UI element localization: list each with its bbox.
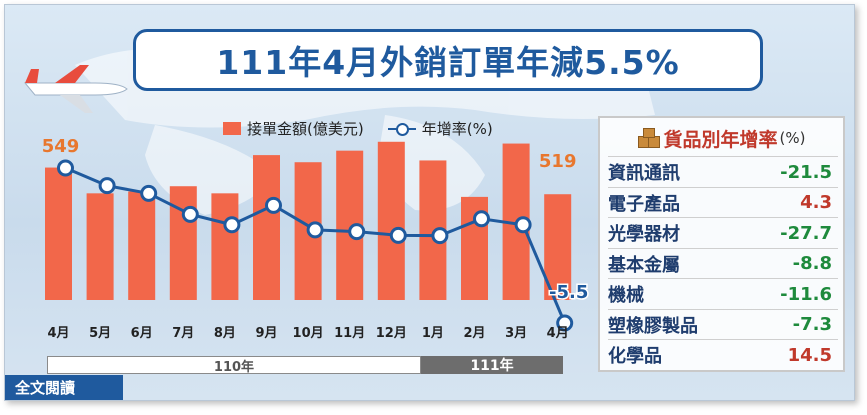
bar-4 — [211, 193, 239, 300]
rate-point-12 — [556, 314, 574, 332]
category-row: 光學器材 -27.7 — [608, 217, 838, 248]
bar-labels-layer: 549 519 — [42, 136, 577, 172]
rate-point-11 — [514, 216, 532, 234]
panel-title-unit: (%) — [779, 129, 806, 147]
legend-bar-label: 接單金額(億美元) — [247, 120, 364, 138]
bar-2 — [128, 191, 156, 300]
year-bar: 110年 111年 — [47, 356, 563, 375]
category-value: 14.5 — [787, 344, 832, 366]
bar-8 — [377, 141, 405, 300]
category-value: -7.3 — [792, 314, 832, 335]
title-banner: 111年4月外銷訂單年減5.5% — [133, 29, 763, 91]
category-value: -11.6 — [780, 283, 832, 305]
rate-point-3 — [181, 205, 199, 223]
legend-line-swatch — [387, 122, 416, 136]
bar-value-label-last: 519 — [539, 151, 577, 172]
rate-point-10 — [473, 210, 490, 228]
boxes-icon — [637, 128, 660, 148]
rate-point-6 — [306, 221, 324, 239]
category-name: 電子產品 — [608, 193, 680, 215]
category-name: 塑橡膠製品 — [608, 315, 698, 337]
chart-legend: 接單金額(億美元) 年增率(%) — [223, 118, 493, 139]
line-layer: -5.5 — [57, 159, 590, 332]
page-title: 111年4月外銷訂單年減5.5% — [216, 43, 680, 82]
x-tick-label: 4月 — [547, 326, 569, 341]
x-tick-label: 4月 — [47, 326, 69, 341]
category-value: 4.3 — [800, 192, 832, 213]
rate-point-4 — [223, 216, 241, 234]
bar-0 — [45, 167, 72, 300]
rate-point-9 — [431, 227, 449, 245]
category-name: 光學器材 — [608, 224, 680, 245]
x-axis-labels: 4月 5月 6月 7月 8月 9月 10月 11月 12月 1月 2月 3月 4月 — [47, 326, 568, 341]
category-row: 資訊通訊 -21.5 — [608, 156, 838, 187]
year-label-111: 111年 — [421, 356, 563, 374]
panel-title: 貨品別年增率 (%) — [600, 121, 843, 155]
category-row: 化學品 14.5 — [608, 339, 838, 370]
x-tick-label: 7月 — [172, 326, 194, 341]
category-name: 化學品 — [608, 346, 662, 367]
rate-point-1 — [98, 177, 116, 195]
bar-1 — [86, 193, 114, 300]
category-value: -8.8 — [792, 253, 832, 274]
x-tick-label: 10月 — [293, 326, 324, 341]
bar-value-label-first: 549 — [42, 136, 80, 157]
x-tick-label: 9月 — [255, 326, 277, 341]
x-tick-label: 11月 — [334, 326, 365, 341]
legend-line-label: 年增率(%) — [421, 120, 493, 138]
year-label-110: 110年 — [47, 356, 421, 375]
x-tick-label: 3月 — [505, 326, 527, 341]
rate-point-2 — [140, 184, 158, 202]
bar-3 — [169, 186, 197, 300]
category-row: 塑橡膠製品 -7.3 — [608, 308, 838, 340]
x-tick-label: 5月 — [89, 326, 111, 341]
rate-value-label-last: -5.5 — [549, 282, 588, 303]
bar-5 — [253, 155, 280, 300]
category-row: 基本金屬 -8.8 — [608, 247, 838, 279]
panel-title-text: 貨品別年增率 — [663, 128, 778, 151]
category-value: -27.7 — [780, 222, 832, 244]
x-tick-label: 1月 — [422, 326, 444, 341]
category-name: 基本金屬 — [608, 254, 680, 276]
rate-point-8 — [389, 226, 407, 244]
category-name: 機械 — [608, 285, 644, 306]
full-text-link[interactable]: 全文閱讀 — [5, 375, 123, 400]
category-name: 資訊通訊 — [608, 163, 680, 184]
legend-bar-swatch — [223, 122, 241, 135]
category-value: -21.5 — [780, 161, 832, 183]
airplane-icon — [23, 65, 128, 113]
x-tick-label: 2月 — [463, 326, 485, 341]
category-row: 機械 -11.6 — [608, 278, 838, 309]
infographic-frame: 549 519 -5.5 4月 5月 6月 7月 8月 9月 10月 11月 12月 1月 2月 3月 4… — [4, 4, 855, 401]
x-tick-label: 8月 — [214, 326, 236, 341]
x-tick-label: 6月 — [131, 326, 153, 341]
rate-point-7 — [348, 223, 366, 241]
rate-point-5 — [265, 196, 282, 214]
category-growth-panel: 貨品別年增率 (%) 資訊通訊 -21.5 電子產品 4.3 光學器材 -27.7 基本金屬… — [598, 116, 845, 372]
title-background — [133, 29, 763, 91]
x-tick-label: 12月 — [376, 326, 407, 341]
category-row: 電子產品 4.3 — [608, 186, 838, 218]
rate-point-0 — [57, 159, 74, 177]
